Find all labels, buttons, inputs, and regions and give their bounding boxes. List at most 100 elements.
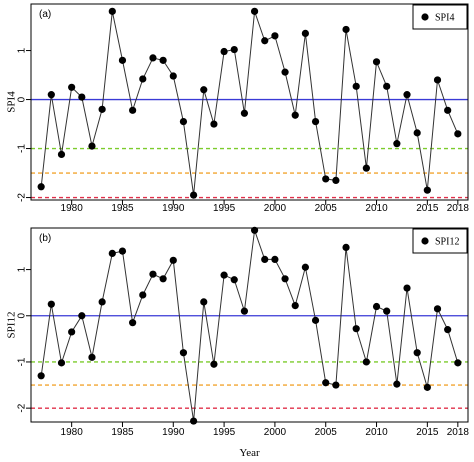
data-point <box>311 118 320 126</box>
data-point <box>159 275 167 283</box>
legend-label: SPI4 <box>435 13 454 24</box>
data-point <box>78 312 86 320</box>
data-point <box>240 307 249 315</box>
data-point <box>129 106 137 114</box>
data-point <box>98 105 106 113</box>
data-point <box>88 142 96 150</box>
data-point <box>250 226 259 234</box>
data-point <box>393 380 401 388</box>
data-point <box>190 191 198 199</box>
data-point <box>322 175 330 183</box>
x-tick-label: 1985 <box>111 203 134 214</box>
data-point <box>362 358 370 366</box>
y-axis-label: SPI4 <box>6 91 18 113</box>
x-tick-label: 2010 <box>365 427 388 438</box>
data-point <box>57 150 66 159</box>
data-point <box>413 349 421 357</box>
data-point <box>47 91 55 99</box>
x-tick-label: 2000 <box>264 203 287 214</box>
data-point <box>444 326 452 334</box>
x-tick-label: 1990 <box>162 203 185 214</box>
series-line <box>40 230 459 422</box>
data-point <box>372 58 381 66</box>
x-tick-label: 1980 <box>61 203 84 214</box>
x-tick-label: 2005 <box>315 427 338 438</box>
data-point <box>169 256 177 264</box>
x-tick-label: 2005 <box>315 203 338 214</box>
data-point <box>291 111 299 119</box>
data-point <box>240 109 249 117</box>
x-axis-label: Year <box>239 447 260 459</box>
panel-label: (b) <box>39 233 51 244</box>
data-point <box>423 186 431 194</box>
data-point <box>68 328 76 336</box>
data-point <box>362 164 370 172</box>
data-point <box>261 37 269 45</box>
data-point <box>200 86 208 94</box>
data-point <box>47 300 55 308</box>
panel-label: (a) <box>39 9 51 20</box>
data-point <box>342 25 350 34</box>
data-point <box>118 56 127 64</box>
data-point <box>423 383 431 391</box>
legend-marker <box>421 237 429 245</box>
data-point <box>332 176 340 184</box>
y-tick-label: 0 <box>17 96 28 102</box>
data-point <box>220 271 228 279</box>
plot-frame <box>30 3 469 201</box>
data-point <box>271 255 279 264</box>
data-point <box>393 140 401 148</box>
data-point <box>322 379 330 387</box>
data-point <box>169 72 177 80</box>
data-point <box>261 255 269 264</box>
data-point <box>352 325 360 333</box>
data-point <box>433 76 442 84</box>
data-point <box>37 372 45 380</box>
data-point <box>281 275 289 283</box>
data-point <box>200 298 208 306</box>
y-tick-label: -1 <box>17 144 28 153</box>
y-tick-label: -1 <box>17 357 28 366</box>
data-point <box>149 270 157 278</box>
data-point <box>383 82 391 90</box>
data-point <box>190 417 198 425</box>
panel-a: -2 -1 0 1 1980 1985 1990 1995 2000 2005 2010 2015 20… <box>6 3 469 214</box>
data-point <box>413 129 421 137</box>
x-tick-label: 2000 <box>264 427 287 438</box>
data-point <box>159 56 167 64</box>
data-point <box>433 305 442 313</box>
data-point <box>210 360 218 368</box>
x-tick-label: 1995 <box>213 203 236 214</box>
x-tick-label: 2015 <box>416 427 439 438</box>
data-point <box>108 7 116 15</box>
x-tick-label: 1990 <box>162 427 185 438</box>
y-tick-label: 1 <box>17 266 28 272</box>
data-point <box>301 29 309 37</box>
data-point <box>230 276 238 284</box>
data-point <box>372 302 381 311</box>
data-point <box>352 82 360 90</box>
data-point <box>78 93 86 101</box>
plot-frame <box>30 227 469 423</box>
x-tick-label: 2018 <box>447 427 470 438</box>
legend-label: SPI12 <box>435 237 459 248</box>
data-point <box>301 263 309 271</box>
data-point <box>281 68 289 76</box>
data-point <box>37 183 45 191</box>
legend-marker <box>421 13 429 21</box>
panel-b: -2 -1 0 1 1980 1985 1990 1995 2000 2005 2010 2015 20… <box>6 226 470 459</box>
data-point <box>291 302 299 310</box>
data-point <box>444 106 452 114</box>
data-point <box>118 247 127 255</box>
data-point <box>332 381 340 389</box>
data-point <box>68 83 76 91</box>
data-point <box>57 359 66 367</box>
data-point <box>230 45 238 54</box>
y-tick-label: -2 <box>17 403 28 412</box>
y-tick-label: 1 <box>17 47 28 53</box>
y-tick-label: -2 <box>17 193 28 202</box>
data-point <box>383 307 391 315</box>
y-tick-label: 0 <box>17 313 28 319</box>
data-point <box>271 32 279 40</box>
